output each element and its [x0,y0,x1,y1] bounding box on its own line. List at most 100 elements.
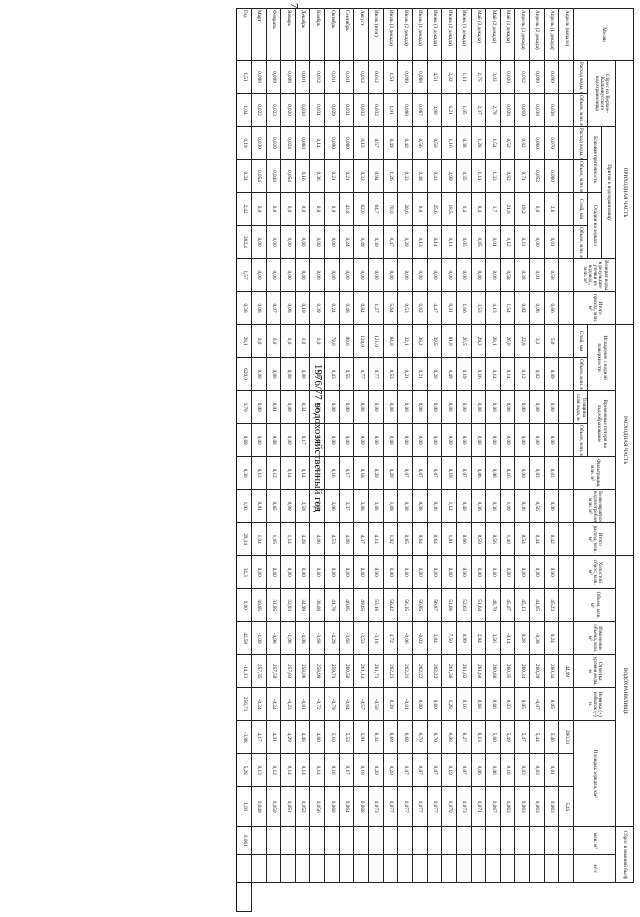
value-cell: 0,47 [383,225,398,259]
value-cell: 0,99 [280,489,296,523]
table-row: Июнь (3 декада) 4,51 3,90 0,50 0,43 25,6 0,14 0… [427,8,442,912]
value-cell: 3,72 [383,621,398,655]
value-cell: 0,012 [368,60,384,94]
value-cell: 0,00 [266,555,281,589]
value-cell [558,258,574,292]
value-cell: 56,42 [383,588,398,622]
value-cell: 1,7 [485,192,501,226]
value-cell: 0,49 [353,225,369,259]
value-cell: 0,0 [324,192,340,226]
value-cell: 0,14 [295,753,310,787]
value-cell: 261,60 [471,654,486,688]
value-cell: 3,56 [485,621,501,655]
value-cell: 0,16 [500,753,515,787]
value-cell: 0,063 [500,786,515,827]
value-cell: 0,050 [266,786,281,827]
value-cell: 1,14 [280,522,296,556]
value-cell: 44,85 [529,588,545,622]
value-cell: 31,95 [266,588,281,622]
value-cell: 0,06 [485,753,501,787]
value-cell: 0,19 [441,753,457,787]
value-cell: -0,06 [397,621,413,655]
value-cell: 5,80 [485,720,501,754]
value-cell: 0,012 [514,60,530,94]
value-cell: 56,85 [412,588,428,622]
value-cell [558,826,574,855]
value-cell: 3,37 [339,489,354,523]
value-cell: 120,0 [353,324,369,358]
value-cell: 2,32 [441,60,457,94]
value-cell: -0,02 [412,621,428,655]
header-bokovaya: Боковая приточность [587,126,602,193]
value-cell [471,854,486,883]
value-cell: 0,00 [412,390,428,424]
value-cell: 0,07 [456,753,472,787]
header-filtraciya: Фильтрация, млн. м³ [573,456,616,490]
value-cell: 0,20 [383,753,398,787]
value-cell: 6,27 [456,720,472,754]
value-cell: 0,030 [295,93,310,127]
value-cell: 0,53 [397,291,413,325]
header-sbros-obem: Объем, млн. м³ [573,93,588,127]
value-cell: 0,85 [266,489,281,523]
value-cell: 0,063 [544,786,559,827]
value-cell: 0,00 [412,555,428,589]
value-cell: 34,3 [236,555,252,589]
value-cell: 48,70 [485,588,501,622]
value-cell: 30,95 [251,588,267,622]
section-sbros: Сброс в нижний бьеф [615,826,634,883]
value-cell: 0,090 [324,126,340,160]
value-cell: 0,03 [500,687,515,721]
value-cell [558,555,574,589]
value-cell [295,854,310,883]
value-cell: 0,00 [339,555,354,589]
header-otmetka: Отметка уровня воды, м [573,654,616,688]
value-cell: 0,088 [397,93,413,127]
value-cell: 0,66 [456,522,472,556]
value-cell: 5,53 [339,720,354,754]
value-cell: 2,37 [471,93,486,127]
value-cell: -0,57 [353,687,369,721]
month-cell: Август [353,8,369,61]
value-cell: 0,031 [309,93,325,127]
value-cell: 0,10 [309,423,325,457]
value-cell: 0,14 [500,357,515,391]
value-cell: 81,0 [441,324,457,358]
value-cell: 0,07 [456,456,472,490]
value-cell: -0,50 [368,687,384,721]
value-cell: 5,46 [544,720,559,754]
value-cell: 0,00 [295,357,310,391]
value-cell [558,291,574,325]
value-cell: 2,94 [471,621,486,655]
value-cell: 1,05 [456,93,472,127]
value-cell [441,854,457,883]
value-cell: 1,66 [456,291,472,325]
value-cell: 0,00 [485,390,501,424]
value-cell: 29,14 [236,522,252,556]
value-cell: 0,00 [514,390,530,424]
month-cell: Июнь (3 декада) [427,8,442,61]
value-cell [383,826,398,855]
month-cell: Июнь (1 декада) [456,8,472,61]
value-cell: 6,70 [427,720,442,754]
value-cell: 1,51 [383,60,398,94]
value-cell: 0,14 [309,456,325,490]
value-cell: 0,028 [500,93,515,127]
value-cell: 1,81 [441,522,457,556]
value-cell: 6,13 [471,720,486,754]
value-cell: 18,5 [441,192,457,226]
value-cell: 3,02 [485,60,501,94]
value-cell: 0,07 [427,456,442,490]
value-cell: 0,00 [471,555,486,589]
value-cell: 0,30 [368,225,384,259]
value-cell: 0,061 [236,826,252,855]
value-cell: 0,19 [236,126,252,160]
table-row: Апрель (начало) 44,99 260,31 5,45 [558,8,574,912]
value-cell [485,826,501,855]
value-cell: 4,08 [309,522,325,556]
value-cell: 32,1 [397,324,413,358]
month-cell: Май (3 декада) [471,8,486,61]
table-row: Ноябрь 0,012 0,031 0,14 0,36 0,0 0,00 0,00 0,39 0… [309,8,325,912]
value-cell: 0,17 [339,753,354,787]
value-cell: 0,00 [280,390,296,424]
